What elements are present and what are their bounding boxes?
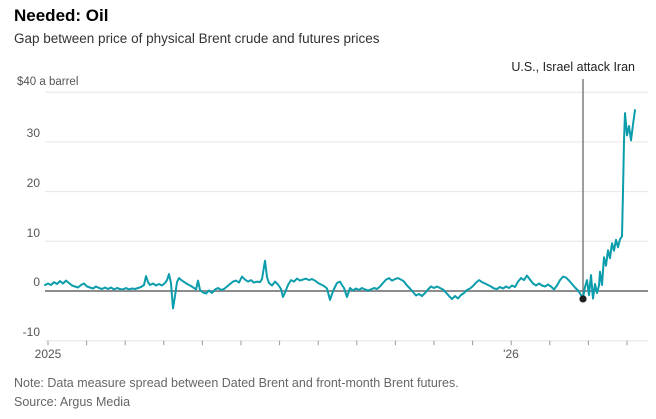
x-axis-tick-marks xyxy=(47,340,628,346)
x-tick-label-2025: 2025 xyxy=(34,347,62,361)
spread-line-series xyxy=(44,109,636,310)
y-tick-label-minus10: -10 xyxy=(22,325,40,339)
chart-title: Needed: Oil xyxy=(14,6,109,25)
y-tick-label-10: 10 xyxy=(26,226,40,240)
y-tick-label-30: 30 xyxy=(26,126,40,140)
y-tick-label-0: 0 xyxy=(33,275,40,289)
event-marker-dot xyxy=(579,295,587,303)
y-gridlines xyxy=(45,91,648,342)
footnote: Note: Data measure spread between Dated … xyxy=(14,376,459,390)
source-line: Source: Argus Media xyxy=(14,395,131,409)
y-tick-label-20: 20 xyxy=(26,176,40,190)
x-tick-label-26: '26 xyxy=(503,347,519,361)
y-axis-unit-label: $40 a barrel xyxy=(17,76,79,88)
event-annotation-label: U.S., Israel attack Iran xyxy=(511,60,635,74)
chart-subtitle: Gap between price of physical Brent crud… xyxy=(14,31,380,46)
